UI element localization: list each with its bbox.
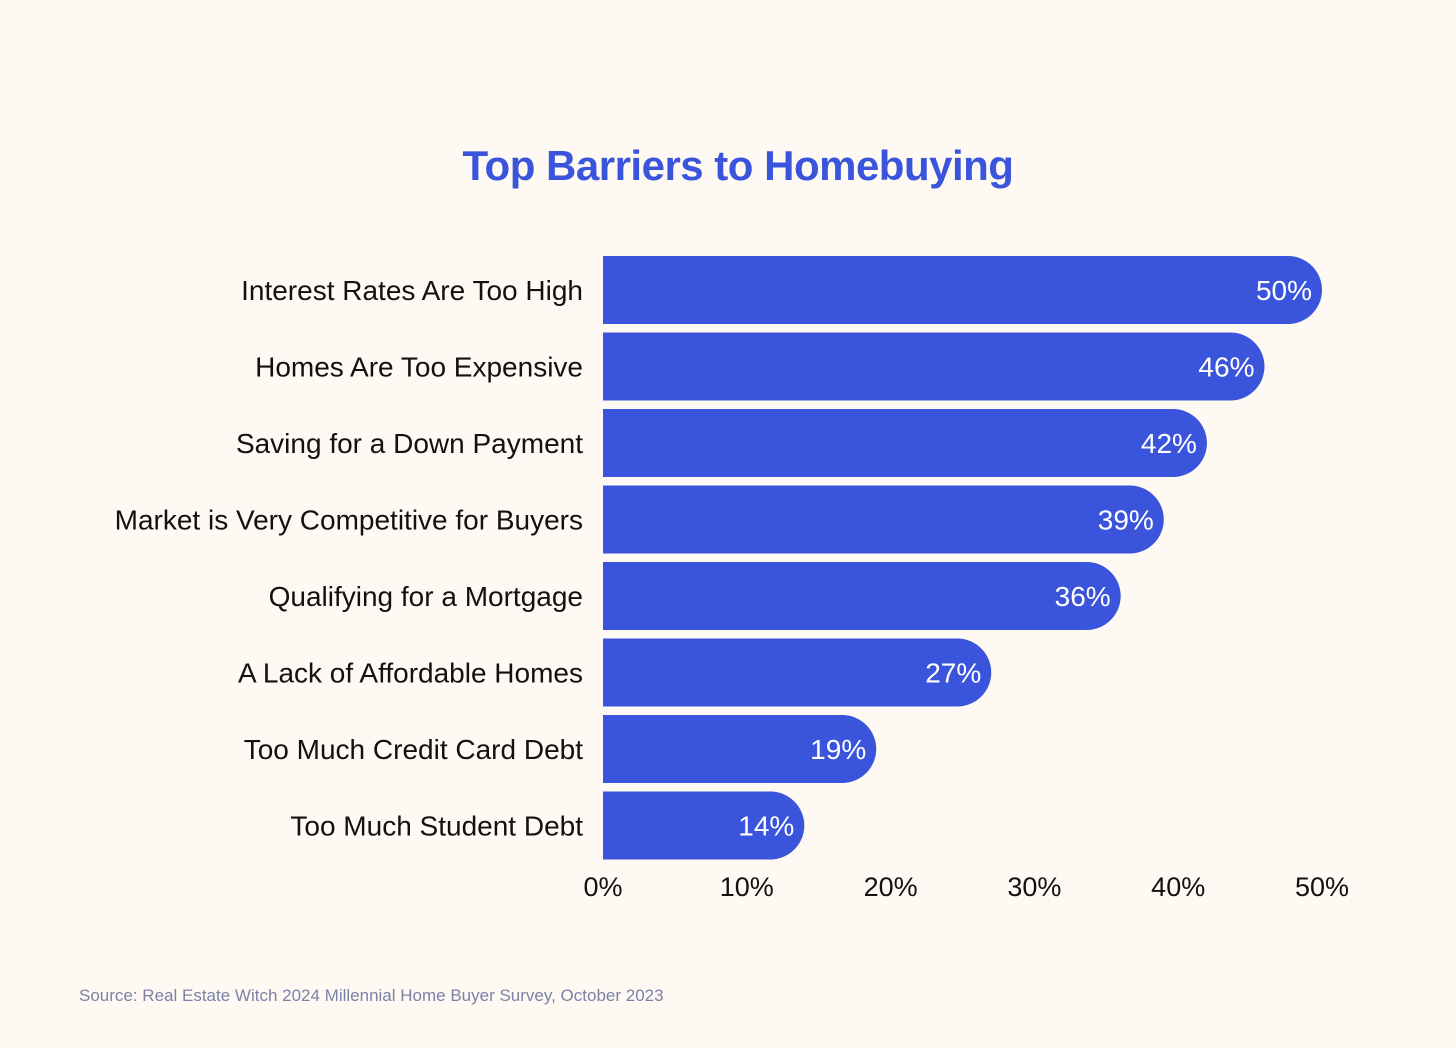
x-tick-label: 0% [583, 872, 622, 902]
category-label: Saving for a Down Payment [236, 428, 583, 459]
bar [603, 715, 877, 783]
source-note: Source: Real Estate Witch 2024 Millennia… [79, 986, 664, 1005]
x-tick-label: 50% [1295, 872, 1349, 902]
data-label: 46% [1198, 352, 1254, 383]
data-label: 19% [810, 734, 866, 765]
category-label: Market is Very Competitive for Buyers [115, 505, 583, 536]
bar [603, 256, 1322, 324]
category-label: Homes Are Too Expensive [255, 352, 583, 383]
x-tick-label: 40% [1151, 872, 1205, 902]
data-label: 14% [738, 811, 794, 842]
bar [603, 638, 992, 707]
data-label: 42% [1141, 428, 1197, 459]
category-label: Qualifying for a Mortgage [269, 581, 583, 612]
data-label: 50% [1256, 275, 1312, 306]
x-tick-label: 10% [720, 872, 774, 902]
bar [603, 409, 1207, 477]
bar [603, 562, 1121, 630]
x-tick-label: 30% [1007, 872, 1061, 902]
data-label: 39% [1098, 505, 1154, 536]
bar [603, 791, 805, 860]
data-label: 36% [1055, 581, 1111, 612]
category-label: Too Much Credit Card Debt [244, 734, 583, 765]
category-label: Interest Rates Are Too High [241, 275, 583, 306]
bar [603, 485, 1164, 554]
chart-title: Top Barriers to Homebuying [462, 142, 1014, 189]
category-label: Too Much Student Debt [290, 811, 583, 842]
category-label: A Lack of Affordable Homes [238, 658, 583, 689]
bar [603, 332, 1265, 401]
x-tick-label: 20% [864, 872, 918, 902]
data-label: 27% [925, 658, 981, 689]
